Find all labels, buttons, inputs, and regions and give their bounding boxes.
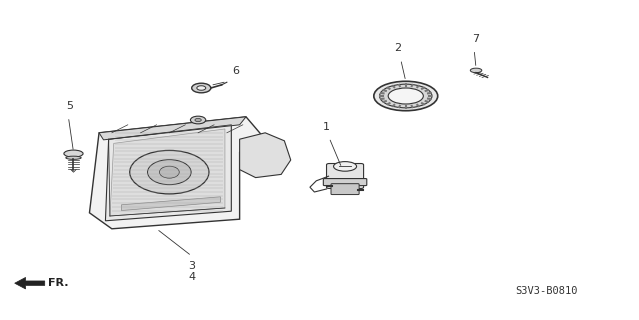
Ellipse shape	[64, 150, 83, 157]
Polygon shape	[121, 197, 220, 211]
FancyBboxPatch shape	[327, 164, 364, 188]
Ellipse shape	[130, 150, 209, 194]
Text: 1: 1	[323, 122, 329, 132]
Ellipse shape	[389, 88, 424, 104]
Text: 6: 6	[232, 66, 239, 76]
Text: 7: 7	[472, 34, 479, 44]
Polygon shape	[110, 129, 225, 216]
Polygon shape	[99, 117, 246, 140]
Circle shape	[190, 116, 206, 124]
Ellipse shape	[374, 81, 438, 111]
Ellipse shape	[160, 166, 179, 178]
Polygon shape	[89, 117, 265, 229]
Polygon shape	[105, 125, 231, 221]
Circle shape	[195, 118, 201, 122]
Text: 4: 4	[188, 272, 196, 282]
Ellipse shape	[470, 68, 482, 73]
Ellipse shape	[334, 162, 357, 171]
Text: S3V3-B0810: S3V3-B0810	[515, 286, 578, 296]
Ellipse shape	[380, 84, 432, 108]
Text: 3: 3	[189, 261, 195, 271]
Ellipse shape	[197, 86, 206, 90]
Text: 5: 5	[66, 101, 73, 111]
Text: FR.: FR.	[48, 278, 68, 288]
FancyBboxPatch shape	[323, 179, 367, 186]
FancyBboxPatch shape	[331, 184, 359, 195]
Text: 2: 2	[394, 44, 402, 53]
Ellipse shape	[148, 160, 191, 185]
Ellipse shape	[192, 83, 211, 93]
Ellipse shape	[66, 156, 81, 159]
Polygon shape	[15, 277, 45, 289]
Polygon shape	[240, 133, 291, 178]
